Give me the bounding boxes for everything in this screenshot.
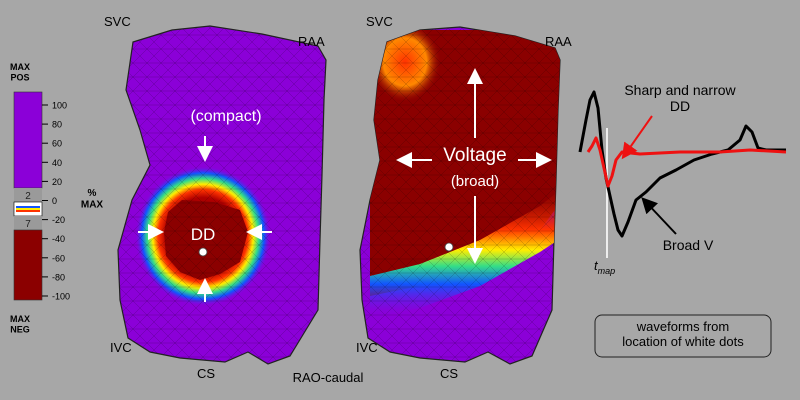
left-annotation-dd: DD xyxy=(191,225,216,244)
right-annotation-voltage: Voltage xyxy=(443,145,506,166)
scale-tick-label: 80 xyxy=(52,120,62,130)
left-annotation-compact: (compact) xyxy=(190,108,261,125)
scale-yellow-stripe xyxy=(16,208,40,210)
sharp-label-arrow xyxy=(621,115,653,160)
scale-blue-stripe xyxy=(16,206,40,208)
scale-tick-label: 20 xyxy=(52,177,62,187)
scale-tick-label: -100 xyxy=(52,292,70,302)
right-annotation-broad: (broad) xyxy=(451,173,499,190)
scale-tick-label: 60 xyxy=(52,139,62,149)
left-map-mesh xyxy=(118,26,326,364)
scale-tick-label: -80 xyxy=(52,272,65,282)
left-label-svc: SVC xyxy=(104,14,131,29)
left-atrial-map: SVC RAA IVC CS (compact) DD xyxy=(104,14,327,381)
color-scale-bar: MAX POS 2 7 100806040200-20-40-60-80-100 … xyxy=(10,62,103,334)
left-label-cs: CS xyxy=(197,366,215,381)
waveform-caption-box xyxy=(594,314,772,358)
left-label-raa: RAA xyxy=(298,34,325,49)
scale-tick-label: -60 xyxy=(52,253,65,263)
right-label-cs: CS xyxy=(440,366,458,381)
broad-waveform-label: Broad V xyxy=(663,237,714,253)
view-label: RAO-caudal xyxy=(293,370,364,385)
right-label-svc: SVC xyxy=(366,14,393,29)
scale-tick-label: 0 xyxy=(52,196,57,206)
scale-tick-label: 40 xyxy=(52,158,62,168)
waveform-panel: Sharp and narrow DD Broad V tmap waveform… xyxy=(578,82,787,358)
right-atrial-map: SVC RAA IVC CS Voltage (broad) xyxy=(356,14,572,381)
scale-threshold-pos-band xyxy=(14,188,42,202)
left-map-white-dot xyxy=(198,247,208,257)
scale-ticks: 100 80 60 40 20 0 -20 -40 -60 -80 -100 xyxy=(42,101,70,302)
tmap-label: tmap xyxy=(594,258,615,276)
right-map-mesh xyxy=(360,27,560,364)
scale-threshold-neg-band xyxy=(14,216,42,230)
scale-red-stripe xyxy=(16,210,40,212)
sharp-waveform-label: Sharp and narrow DD xyxy=(624,82,736,114)
scale-negative-band xyxy=(13,229,43,301)
scale-threshold-pos-label: 2 xyxy=(25,191,31,202)
scale-tick-label: -40 xyxy=(52,234,65,244)
left-label-ivc: IVC xyxy=(110,340,132,355)
broad-waveform-trace xyxy=(578,90,786,238)
scale-tick-label: 100 xyxy=(52,101,67,111)
scale-threshold-neg-label: 7 xyxy=(25,219,31,230)
scale-bottom-label: MAX NEG xyxy=(10,314,30,334)
right-label-ivc: IVC xyxy=(356,340,378,355)
scale-unit-label: % MAX xyxy=(81,188,104,211)
scale-tick-label: -20 xyxy=(52,215,65,225)
right-label-raa: RAA xyxy=(545,34,572,49)
scale-top-label: MAX POS xyxy=(10,62,30,82)
broad-label-arrow xyxy=(641,197,677,235)
sharp-waveform-trace xyxy=(586,136,787,188)
waveform-caption: waveforms from location of white dots xyxy=(622,319,744,349)
right-map-white-dot xyxy=(444,242,454,252)
scale-positive-band xyxy=(13,91,43,189)
